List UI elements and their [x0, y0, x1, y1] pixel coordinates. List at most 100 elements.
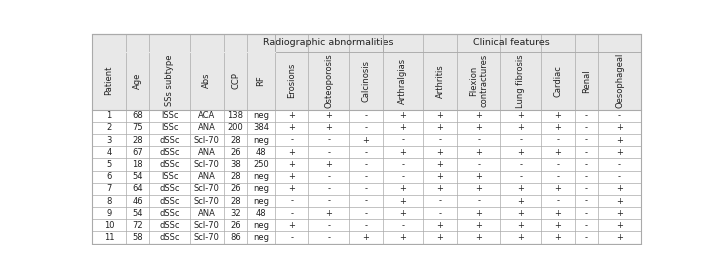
Text: dSSc: dSSc: [159, 136, 180, 145]
Text: 384: 384: [253, 123, 269, 132]
Text: +: +: [517, 148, 524, 157]
Text: 58: 58: [132, 233, 143, 242]
Text: +: +: [325, 123, 332, 132]
Text: Scl-70: Scl-70: [194, 233, 220, 242]
Text: 54: 54: [132, 172, 143, 181]
Text: Lung fibrosis: Lung fibrosis: [516, 54, 526, 108]
Text: +: +: [288, 111, 295, 120]
Text: +: +: [616, 221, 623, 230]
Text: 48: 48: [256, 148, 267, 157]
Text: dSSc: dSSc: [159, 197, 180, 205]
Text: +: +: [616, 136, 623, 145]
Text: +: +: [400, 184, 406, 193]
Text: 86: 86: [230, 233, 241, 242]
Text: +: +: [437, 111, 443, 120]
Text: Flexion
contractures: Flexion contractures: [469, 54, 488, 107]
Text: +: +: [554, 209, 561, 218]
Text: +: +: [437, 221, 443, 230]
Text: 68: 68: [132, 111, 143, 120]
Text: neg: neg: [253, 136, 269, 145]
Text: lSSc: lSSc: [161, 123, 179, 132]
Text: +: +: [475, 111, 482, 120]
Text: -: -: [477, 160, 480, 169]
Text: -: -: [585, 172, 588, 181]
Text: +: +: [554, 148, 561, 157]
Text: +: +: [288, 172, 295, 181]
Text: +: +: [437, 148, 443, 157]
Text: -: -: [327, 136, 330, 145]
Bar: [92, 170, 641, 183]
Text: 72: 72: [132, 221, 143, 230]
Text: +: +: [475, 172, 482, 181]
Text: -: -: [365, 221, 368, 230]
Text: 250: 250: [253, 160, 269, 169]
Text: 1: 1: [107, 111, 112, 120]
Text: neg: neg: [253, 233, 269, 242]
Text: +: +: [554, 111, 561, 120]
Text: +: +: [400, 209, 406, 218]
Text: -: -: [585, 111, 588, 120]
Text: -: -: [290, 233, 293, 242]
Text: 64: 64: [132, 184, 143, 193]
Text: -: -: [438, 136, 441, 145]
Text: -: -: [519, 172, 522, 181]
Text: +: +: [400, 197, 406, 205]
Bar: [92, 122, 641, 134]
Text: 6: 6: [107, 172, 112, 181]
Bar: [275, 34, 383, 52]
Text: +: +: [400, 148, 406, 157]
Text: ANA: ANA: [198, 172, 216, 181]
Text: Radiographic abnormalities: Radiographic abnormalities: [263, 39, 394, 48]
Bar: [92, 183, 641, 195]
Text: +: +: [400, 233, 406, 242]
Text: 54: 54: [132, 209, 143, 218]
Text: +: +: [554, 233, 561, 242]
Bar: [92, 158, 641, 170]
Text: -: -: [327, 233, 330, 242]
Text: -: -: [290, 136, 293, 145]
Text: -: -: [585, 197, 588, 205]
Text: Scl-70: Scl-70: [194, 197, 220, 205]
Text: Calcinosis: Calcinosis: [361, 60, 370, 102]
Text: +: +: [517, 221, 524, 230]
Text: +: +: [475, 233, 482, 242]
Text: -: -: [585, 136, 588, 145]
Text: 138: 138: [227, 111, 244, 120]
Text: +: +: [475, 123, 482, 132]
Text: Clinical features: Clinical features: [473, 39, 550, 48]
Text: neg: neg: [253, 184, 269, 193]
Text: +: +: [616, 233, 623, 242]
Text: 67: 67: [132, 148, 143, 157]
Text: -: -: [365, 184, 368, 193]
Text: -: -: [556, 136, 559, 145]
Bar: [383, 34, 641, 52]
Text: -: -: [365, 172, 368, 181]
Text: CCP: CCP: [231, 72, 240, 89]
Text: +: +: [437, 172, 443, 181]
Text: Erosions: Erosions: [287, 63, 296, 98]
Text: -: -: [585, 184, 588, 193]
Text: -: -: [290, 197, 293, 205]
Text: -: -: [477, 136, 480, 145]
Text: dSSc: dSSc: [159, 209, 180, 218]
Text: ANA: ANA: [198, 209, 216, 218]
Text: +: +: [554, 184, 561, 193]
Text: -: -: [401, 136, 405, 145]
Text: 3: 3: [107, 136, 112, 145]
Text: 8: 8: [107, 197, 112, 205]
Text: +: +: [363, 136, 369, 145]
Text: +: +: [325, 111, 332, 120]
Text: -: -: [327, 221, 330, 230]
Text: -: -: [556, 160, 559, 169]
Text: +: +: [363, 233, 369, 242]
Text: +: +: [325, 209, 332, 218]
Text: Patient: Patient: [104, 66, 114, 95]
Bar: [92, 109, 641, 122]
Text: +: +: [616, 197, 623, 205]
Text: dSSc: dSSc: [159, 184, 180, 193]
Text: -: -: [327, 197, 330, 205]
Text: +: +: [517, 233, 524, 242]
Text: 28: 28: [230, 197, 241, 205]
Text: +: +: [475, 221, 482, 230]
Text: -: -: [327, 148, 330, 157]
